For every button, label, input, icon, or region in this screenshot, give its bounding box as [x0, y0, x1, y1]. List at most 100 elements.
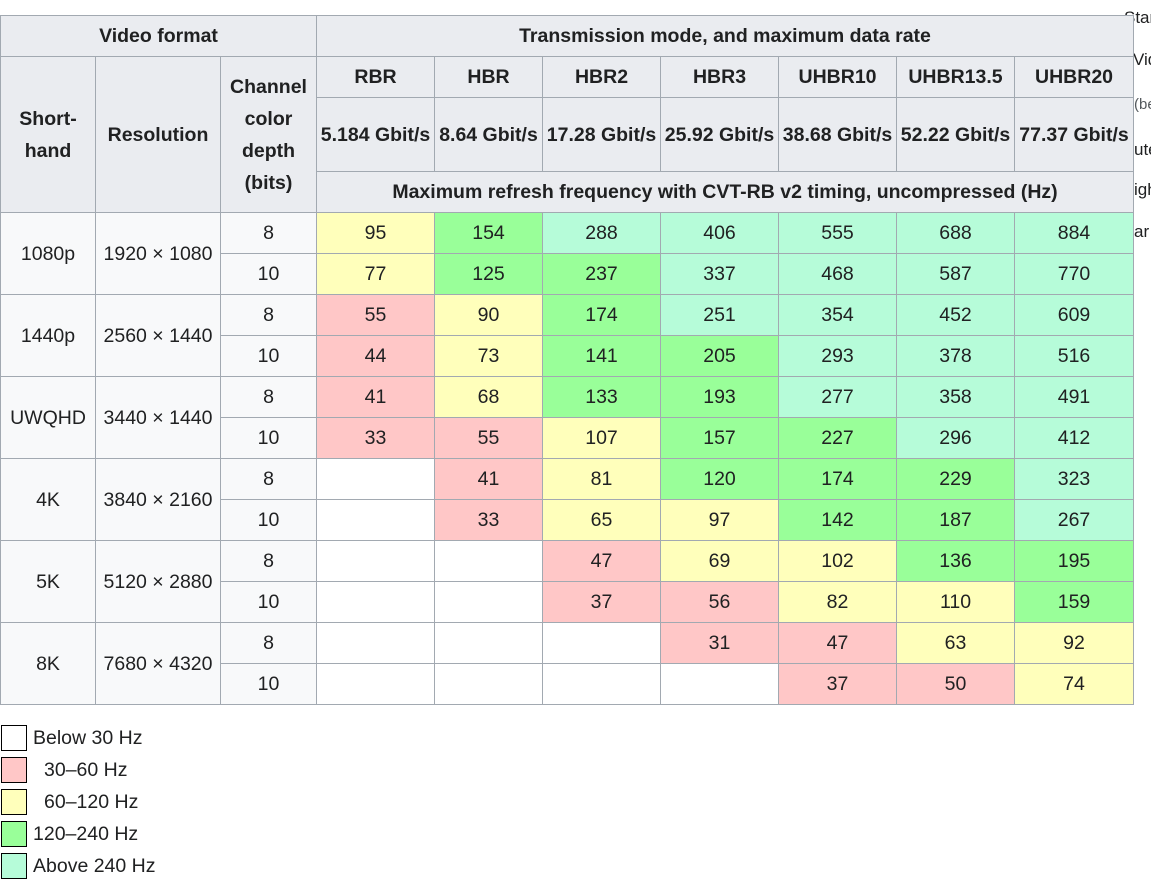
refresh-value-cell: 56	[660, 581, 779, 623]
refresh-value-cell: 125	[434, 253, 543, 295]
header-rate-uhbr20: 77.37 Gbit/s	[1014, 97, 1134, 172]
refresh-value-cell: 452	[896, 294, 1015, 336]
refresh-value-cell: 65	[542, 499, 661, 541]
refresh-value-cell: 41	[316, 376, 435, 418]
refresh-value-cell: 157	[660, 417, 779, 459]
refresh-value-cell: 205	[660, 335, 779, 377]
refresh-value-cell: 69	[660, 540, 779, 582]
legend-label: 30–60 Hz	[44, 759, 128, 781]
header-mode-uhbr20: UHBR20	[1014, 56, 1134, 98]
header-rate-uhbr13-5: 52.22 Gbit/s	[896, 97, 1015, 172]
legend-swatch	[1, 789, 27, 815]
refresh-value-cell: 884	[1014, 212, 1134, 254]
color-depth-cell: 8	[220, 376, 317, 418]
header-rate-hbr2: 17.28 Gbit/s	[542, 97, 661, 172]
refresh-value-cell	[434, 540, 543, 582]
header-mode-uhbr10: UHBR10	[778, 56, 897, 98]
header-transmission-mode: Transmission mode, and maximum data rate	[316, 15, 1134, 57]
refresh-value-cell: 63	[896, 622, 1015, 664]
refresh-value-cell: 33	[316, 417, 435, 459]
sidebar-text-3: (be	[1134, 96, 1151, 113]
format-resolution: 3840 × 2160	[95, 458, 221, 541]
color-depth-cell: 10	[220, 499, 317, 541]
format-shorthand: 4K	[0, 458, 96, 541]
header-video-format: Video format	[0, 15, 317, 57]
refresh-value-cell: 154	[434, 212, 543, 254]
refresh-value-cell: 277	[778, 376, 897, 418]
refresh-value-cell: 90	[434, 294, 543, 336]
refresh-value-cell: 41	[434, 458, 543, 500]
format-shorthand: 8K	[0, 622, 96, 705]
color-depth-cell: 10	[220, 335, 317, 377]
refresh-value-cell: 229	[896, 458, 1015, 500]
refresh-value-cell: 55	[316, 294, 435, 336]
format-shorthand: UWQHD	[0, 376, 96, 459]
refresh-value-cell	[542, 663, 661, 705]
refresh-value-cell: 412	[1014, 417, 1134, 459]
table-row: UWQHD 3440 × 1440 8 41 68 133 193 277 358 491	[0, 376, 1134, 459]
header-mode-hbr3: HBR3	[660, 56, 779, 98]
header-rate-uhbr10: 38.68 Gbit/s	[778, 97, 897, 172]
refresh-value-cell: 174	[542, 294, 661, 336]
refresh-value-cell: 50	[896, 663, 1015, 705]
color-depth-cell: 8	[220, 458, 317, 500]
refresh-value-cell: 73	[434, 335, 543, 377]
table-row: 10 37 50 74	[1, 663, 1134, 705]
legend-label: 120–240 Hz	[33, 823, 139, 845]
refresh-value-cell: 159	[1014, 581, 1134, 623]
refresh-value-cell: 193	[660, 376, 779, 418]
header-refresh-frequency: Maximum refresh frequency with CVT-RB v2…	[316, 171, 1134, 213]
refresh-value-cell: 133	[542, 376, 661, 418]
refresh-value-cell: 587	[896, 253, 1015, 295]
refresh-value-cell	[316, 499, 435, 541]
refresh-value-cell: 37	[542, 581, 661, 623]
color-depth-cell: 10	[220, 253, 317, 295]
format-resolution: 3440 × 1440	[95, 376, 221, 459]
legend-label: Below 30 Hz	[33, 727, 143, 749]
refresh-value-cell: 77	[316, 253, 435, 295]
refresh-value-cell: 107	[542, 417, 661, 459]
refresh-value-cell: 47	[778, 622, 897, 664]
color-depth-cell: 10	[220, 417, 317, 459]
header-shorthand: Short-hand	[0, 56, 96, 213]
header-rate-hbr3: 25.92 Gbit/s	[660, 97, 779, 172]
refresh-value-cell: 82	[778, 581, 897, 623]
legend-swatch	[1, 725, 27, 751]
header-resolution: Resolution	[95, 56, 221, 213]
refresh-value-cell: 195	[1014, 540, 1134, 582]
refresh-value-cell: 337	[660, 253, 779, 295]
refresh-value-cell: 44	[316, 335, 435, 377]
header-color-depth: Channel color depth (bits)	[220, 56, 317, 213]
refresh-value-cell: 491	[1014, 376, 1134, 418]
table-row: 10 33 55 107 157 227 296 412	[1, 417, 1134, 459]
refresh-value-cell: 55	[434, 417, 543, 459]
refresh-value-cell: 33	[434, 499, 543, 541]
table-row: 1080p 1920 × 1080 8 95 154 288 406 555 688 884	[0, 212, 1134, 295]
refresh-value-cell: 293	[778, 335, 897, 377]
format-shorthand: 5K	[0, 540, 96, 623]
refresh-value-cell: 74	[1014, 663, 1134, 705]
color-depth-cell: 8	[220, 294, 317, 336]
refresh-value-cell: 378	[896, 335, 1015, 377]
refresh-value-cell: 174	[778, 458, 897, 500]
refresh-value-cell: 110	[896, 581, 1015, 623]
refresh-value-cell	[316, 458, 435, 500]
refresh-value-cell: 68	[434, 376, 543, 418]
header-rate-hbr: 8.64 Gbit/s	[434, 97, 543, 172]
format-resolution: 5120 × 2880	[95, 540, 221, 623]
table-row: 4K 3840 × 2160 8 41 81 120 174 229 323	[0, 458, 1134, 541]
refresh-value-cell	[316, 540, 435, 582]
refresh-value-cell: 31	[660, 622, 779, 664]
refresh-value-cell	[316, 581, 435, 623]
refresh-value-cell: 142	[778, 499, 897, 541]
refresh-value-cell: 323	[1014, 458, 1134, 500]
refresh-value-cell	[434, 581, 543, 623]
table-row: 1440p 2560 × 1440 8 55 90 174 251 354 452 609	[0, 294, 1134, 377]
sidebar-text-4: ute	[1134, 140, 1151, 159]
refresh-value-cell: 227	[778, 417, 897, 459]
refresh-value-cell: 120	[660, 458, 779, 500]
legend-swatch	[1, 853, 27, 879]
table-row: 8K 7680 × 4320 8 31 47 63 92	[0, 622, 1134, 705]
refresh-value-cell: 770	[1014, 253, 1134, 295]
format-resolution: 2560 × 1440	[95, 294, 221, 377]
